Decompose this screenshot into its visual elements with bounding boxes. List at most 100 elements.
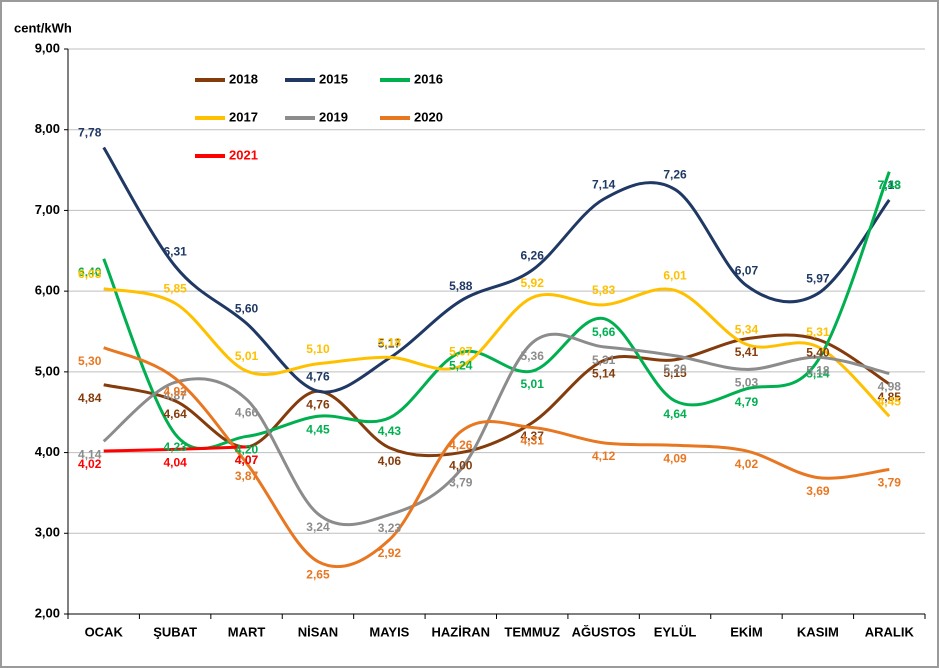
data-label: 6,26	[521, 248, 545, 262]
data-label: 4,87	[163, 389, 187, 403]
data-label: 7,26	[663, 168, 687, 182]
y-tick-label: 7,00	[35, 202, 60, 217]
data-label: 4,23	[163, 440, 187, 454]
data-label: 5,03	[735, 376, 759, 390]
data-label: 3,79	[449, 476, 473, 490]
data-label: 4,66	[235, 405, 259, 419]
legend-label: 2018	[229, 71, 258, 86]
y-tick-label: 8,00	[35, 121, 60, 136]
x-tick-label: EKİM	[730, 624, 763, 639]
series-line	[103, 287, 891, 418]
data-label: 5,66	[592, 325, 616, 339]
data-label: 6,01	[663, 269, 687, 283]
data-label: 3,24	[306, 520, 330, 534]
data-label: 4,37	[521, 429, 545, 443]
data-label: 5,20	[663, 362, 687, 376]
data-label: 4,26	[449, 438, 473, 452]
data-label: 5,31	[806, 325, 830, 339]
data-label: 6,03	[78, 267, 102, 281]
data-label: 7,14	[592, 177, 616, 191]
data-label: 7,78	[78, 126, 102, 140]
data-label: 4,85	[878, 390, 902, 404]
data-label: 4,12	[592, 449, 616, 463]
data-label: 5,01	[235, 349, 259, 363]
series-line	[103, 346, 890, 569]
y-tick-label: 3,00	[35, 525, 60, 540]
legend-label: 2019	[319, 109, 348, 124]
data-label: 4,98	[878, 380, 902, 394]
data-label: 5,17	[378, 336, 402, 350]
legend-label: 2017	[229, 109, 258, 124]
data-label: 3,23	[378, 521, 402, 535]
data-label: 7,13	[878, 178, 902, 192]
series-line	[102, 332, 890, 527]
legend-label: 2015	[319, 71, 348, 86]
data-label: 4,79	[735, 395, 759, 409]
series-line	[102, 171, 891, 450]
legend-label: 2020	[414, 109, 443, 124]
data-label: 4,02	[78, 457, 102, 471]
data-label: 4,06	[378, 454, 402, 468]
data-label: 6,40	[78, 265, 102, 279]
data-label: 5,83	[592, 283, 616, 297]
data-label: 4,09	[663, 451, 687, 465]
y-tick-label: 2,00	[35, 605, 60, 620]
x-tick-label: EYLÜL	[654, 624, 697, 639]
data-label: 4,64	[663, 407, 687, 421]
data-label: 5,31	[592, 353, 616, 367]
data-label: 4,92	[163, 384, 187, 398]
data-label: 7,48	[878, 178, 902, 192]
data-label: 5,14	[806, 367, 830, 381]
data-label: 5,40	[806, 346, 830, 360]
data-label: 4,02	[735, 457, 759, 471]
data-label: 4,07	[235, 453, 259, 467]
data-label: 5,01	[521, 377, 545, 391]
data-label: 2,65	[306, 568, 330, 582]
y-axis-unit: cent/kWh	[14, 20, 72, 35]
data-label: 5,14	[592, 367, 616, 381]
data-label: 4,84	[78, 391, 102, 405]
data-label: 5,34	[735, 323, 759, 337]
x-tick-label: MAYIS	[369, 624, 409, 639]
data-label: 6,31	[163, 244, 187, 258]
x-tick-label: NİSAN	[298, 624, 338, 639]
data-label: 5,88	[449, 279, 473, 293]
y-tick-label: 6,00	[35, 283, 60, 298]
data-label: 5,24	[449, 359, 473, 373]
x-tick-label: AĞUSTOS	[572, 624, 636, 639]
data-label: 5,60	[235, 302, 259, 316]
data-label: 4,45	[878, 394, 902, 408]
data-label: 4,20	[235, 443, 259, 457]
data-label: 4,07	[235, 453, 259, 467]
x-tick-label: TEMMUZ	[504, 624, 560, 639]
data-label: 5,18	[378, 336, 402, 350]
data-label: 5,92	[521, 276, 545, 290]
series-line	[103, 445, 247, 453]
data-label: 5,41	[735, 345, 759, 359]
data-label: 4,14	[78, 447, 102, 461]
data-label: 5,97	[806, 272, 830, 286]
x-tick-label: ARALIK	[865, 624, 915, 639]
data-label: 5,10	[306, 342, 330, 356]
data-label: 4,43	[378, 424, 402, 438]
data-label: 3,79	[878, 476, 902, 490]
x-tick-label: KASIM	[797, 624, 839, 639]
data-label: 4,64	[163, 407, 187, 421]
data-label: 5,18	[806, 364, 830, 378]
data-label: 3,69	[806, 484, 830, 498]
data-label: 4,00	[449, 459, 473, 473]
data-label: 3,87	[235, 469, 259, 483]
series-line	[102, 146, 891, 394]
legend-label: 2016	[414, 71, 443, 86]
data-label: 4,76	[306, 369, 330, 383]
data-label: 4,45	[306, 422, 330, 436]
y-tick-label: 4,00	[35, 444, 60, 459]
x-tick-label: ŞUBAT	[153, 624, 197, 639]
data-label: 2,92	[378, 546, 402, 560]
x-tick-label: HAZİRAN	[432, 624, 491, 639]
legend-label: 2021	[229, 147, 258, 162]
x-tick-label: MART	[228, 624, 266, 639]
data-label: 4,04	[163, 456, 187, 470]
